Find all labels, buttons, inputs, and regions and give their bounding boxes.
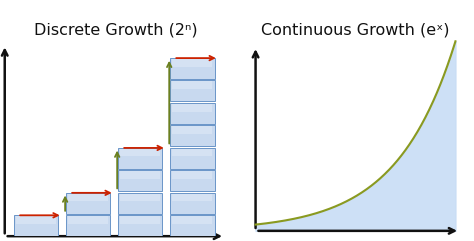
Bar [173,59,212,67]
Bar [173,149,212,156]
Title: Discrete Growth (2ⁿ): Discrete Growth (2ⁿ) [34,22,198,37]
Bar [118,148,163,169]
Bar [170,170,215,191]
Bar [173,81,212,89]
Bar [173,216,212,224]
Bar [170,215,215,236]
Bar [173,104,212,112]
Bar [170,148,215,169]
Bar [16,216,56,224]
Bar [170,103,215,124]
Bar [68,194,109,201]
Bar [170,193,215,214]
Bar [14,215,58,236]
Bar [173,171,212,179]
Bar [66,215,110,236]
Bar [120,149,160,156]
Bar [170,80,215,101]
Bar [170,125,215,146]
Bar [173,126,212,134]
Bar [173,194,212,201]
Bar [118,170,163,191]
Bar [120,171,160,179]
Bar [66,193,110,214]
Bar [68,216,109,224]
Bar [170,58,215,79]
Title: Continuous Growth (eˣ): Continuous Growth (eˣ) [261,22,450,37]
Bar [118,215,163,236]
Bar [120,194,160,201]
Bar [120,216,160,224]
Bar [118,193,163,214]
